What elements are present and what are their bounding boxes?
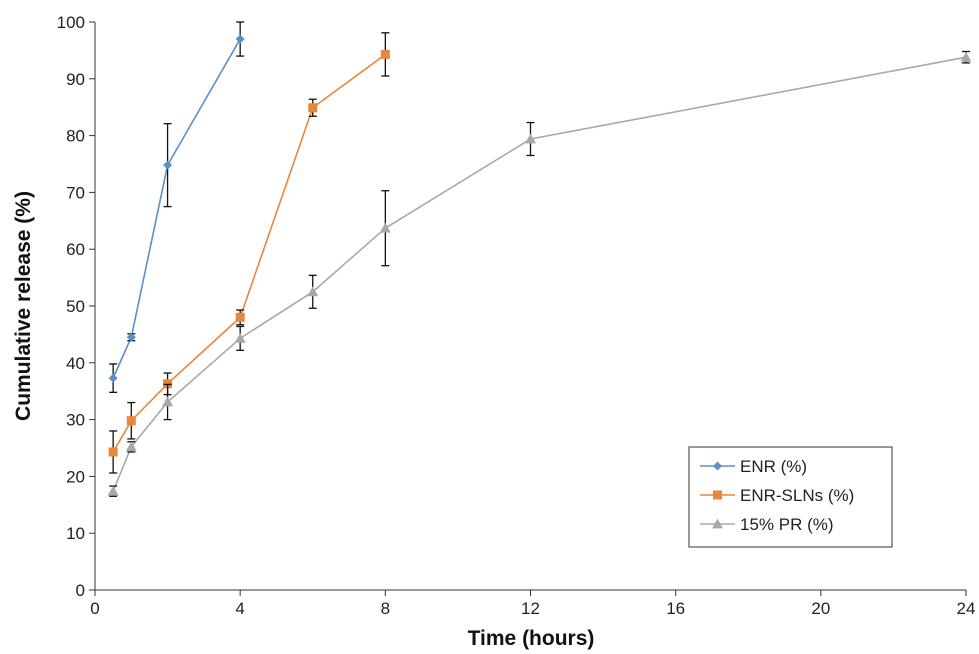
data-point xyxy=(235,312,245,322)
y-tick-label: 70 xyxy=(66,183,85,202)
y-axis-ticks: 0 10 20 30 40 50 60 70 80 90 100 xyxy=(57,13,95,600)
x-tick-label: 24 xyxy=(957,599,976,618)
series-line xyxy=(112,53,386,453)
series-line xyxy=(112,56,967,492)
x-axis-ticks: 0 4 8 12 16 20 24 xyxy=(90,590,975,618)
y-tick-label: 90 xyxy=(66,70,85,89)
y-tick-label: 60 xyxy=(66,240,85,259)
series-diamond xyxy=(108,21,245,393)
y-tick-label: 80 xyxy=(66,127,85,146)
y-tick-label: 10 xyxy=(66,524,85,543)
legend-item: ENR (%) xyxy=(700,457,807,476)
legend-marker xyxy=(713,490,722,500)
y-tick-label: 20 xyxy=(66,467,85,486)
y-tick-label: 30 xyxy=(66,411,85,430)
data-point xyxy=(235,34,245,44)
legend-box xyxy=(688,446,893,548)
y-tick-label: 100 xyxy=(57,13,85,32)
x-tick-label: 8 xyxy=(381,599,390,618)
data-point xyxy=(960,51,972,62)
data-point xyxy=(525,133,536,144)
legend: ENR (%) ENR-SLNs (%) 15% PR (%) xyxy=(688,446,893,548)
x-tick-label: 4 xyxy=(235,599,244,618)
legend-marker xyxy=(713,461,722,471)
x-tick-label: 12 xyxy=(521,599,540,618)
plot-area: 0 10 20 30 40 50 60 70 80 90 100 0 4 8 12 16 20 24 xyxy=(57,13,976,618)
data-point xyxy=(307,286,319,297)
x-tick-label: 16 xyxy=(666,599,685,618)
y-tick-label: 50 xyxy=(66,297,85,316)
legend-item: 15% PR (%) xyxy=(700,515,834,534)
data-point xyxy=(380,49,390,59)
data-point xyxy=(234,332,246,343)
x-tick-label: 20 xyxy=(811,599,830,618)
data-point xyxy=(126,416,136,426)
data-point xyxy=(125,441,137,452)
data-point xyxy=(308,103,318,113)
x-tick-label: 0 xyxy=(90,599,99,618)
data-point xyxy=(379,222,391,233)
series-square xyxy=(108,32,390,474)
legend-label: ENR (%) xyxy=(740,457,807,476)
legend-marker xyxy=(712,518,723,529)
legend-label: 15% PR (%) xyxy=(740,515,834,534)
data-point xyxy=(163,160,173,170)
data-point xyxy=(107,485,119,496)
data-point xyxy=(162,396,174,407)
y-axis-title: Cumulative release (%) xyxy=(12,191,35,421)
data-point xyxy=(126,332,136,342)
data-point xyxy=(108,373,118,383)
legend-item: ENR-SLNs (%) xyxy=(700,486,854,505)
series-line xyxy=(112,38,241,379)
y-tick-label: 40 xyxy=(66,354,85,373)
series-triangle xyxy=(107,50,972,497)
legend-label: ENR-SLNs (%) xyxy=(740,486,854,505)
x-axis-title: Time (hours) xyxy=(468,627,595,650)
data-point xyxy=(108,447,118,457)
y-tick-label: 0 xyxy=(76,581,85,600)
series-layer xyxy=(107,21,972,497)
